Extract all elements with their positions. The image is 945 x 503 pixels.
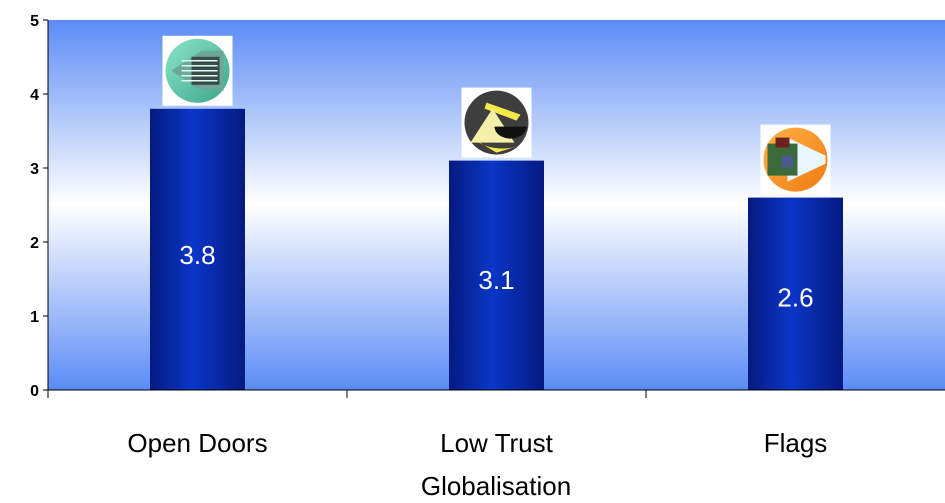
y-tick-label: 5 [30, 13, 39, 30]
data-label: 3.8 [179, 240, 215, 270]
y-axis: 0 1 2 3 4 5 [30, 13, 49, 400]
x-axis: Open Doors Low Trust Flags [47, 389, 945, 458]
x-axis-title: Globalisation [421, 471, 571, 501]
arrow-icon [162, 35, 233, 106]
x-tick-label: Open Doors [127, 428, 267, 458]
bar [449, 160, 544, 390]
y-tick-label: 3 [30, 161, 39, 178]
bar [748, 197, 843, 390]
x-tick-label: Low Trust [440, 428, 553, 458]
bar [150, 108, 245, 391]
data-label: 2.6 [777, 283, 813, 313]
bar-icons [162, 35, 831, 195]
y-tick-label: 2 [30, 235, 39, 252]
scales-icon [461, 87, 532, 158]
y-tick-label: 4 [30, 87, 39, 104]
globe-flag-icon [760, 124, 831, 195]
data-labels: 3.8 3.1 2.6 [179, 240, 813, 313]
x-tick-label: Flags [764, 428, 828, 458]
y-tick-label: 1 [30, 309, 39, 326]
data-label: 3.1 [478, 265, 514, 295]
y-tick-label: 0 [30, 383, 39, 400]
bars [150, 108, 843, 391]
